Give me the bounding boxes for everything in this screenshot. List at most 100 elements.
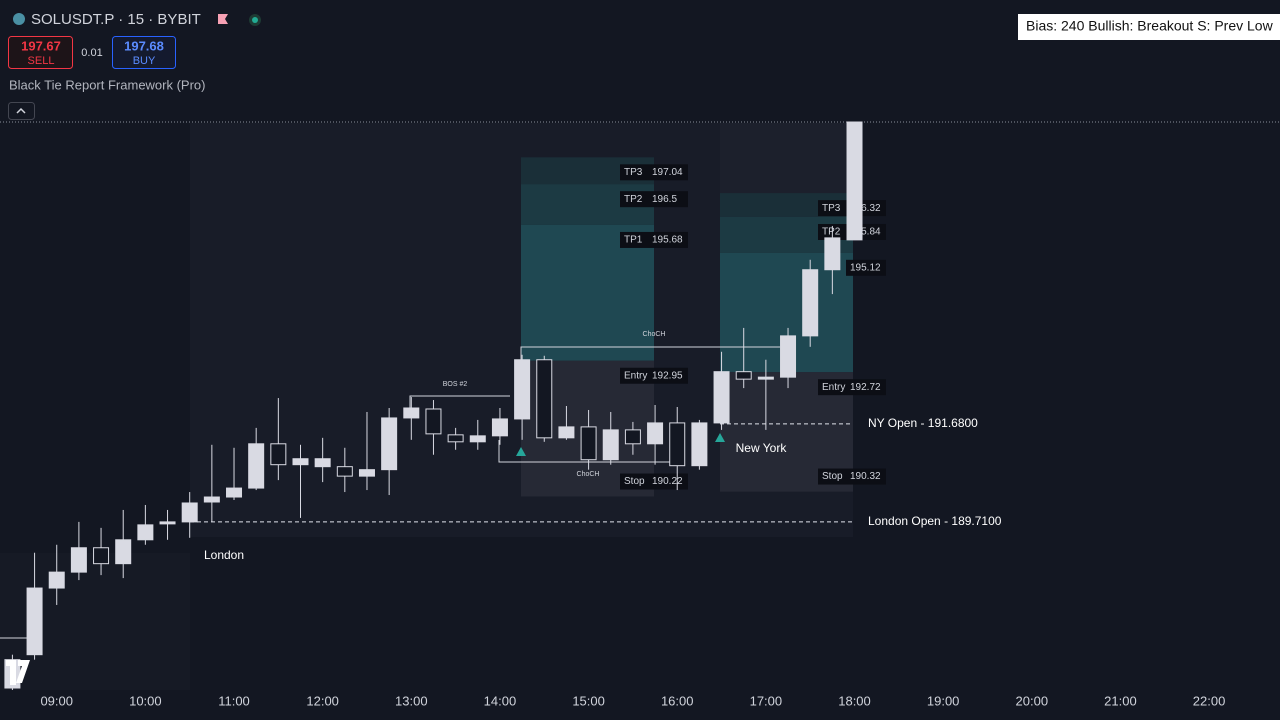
x-tick-label: 10:00 bbox=[129, 693, 162, 708]
level-value: 192.95 bbox=[652, 370, 683, 381]
level-name: TP3 bbox=[624, 167, 643, 178]
signal-triangle bbox=[516, 447, 526, 456]
x-tick-label: 19:00 bbox=[927, 693, 960, 708]
level-value: 192.72 bbox=[850, 382, 881, 393]
bos-label: BOS #2 bbox=[443, 381, 468, 388]
level-name: Stop bbox=[624, 476, 645, 487]
level-label-box bbox=[620, 473, 688, 490]
candle-body bbox=[691, 422, 708, 467]
candle-body bbox=[181, 502, 198, 523]
candle-body bbox=[780, 335, 797, 378]
candle-body bbox=[580, 426, 597, 461]
level-value: 190.32 bbox=[850, 471, 881, 482]
candle-body bbox=[447, 434, 464, 443]
candle-body bbox=[403, 407, 420, 419]
level-label-box bbox=[620, 191, 688, 208]
buy-button[interactable] bbox=[112, 36, 176, 69]
x-tick-label: 18:00 bbox=[838, 693, 871, 708]
candle-body bbox=[846, 121, 863, 241]
indicator-name[interactable]: Black Tie Report Framework (Pro) bbox=[9, 77, 206, 92]
time-axis: 09:00 10:00 11:00 12:00 13:00 14:00 15:00 16:00… bbox=[0, 690, 1280, 720]
level-label-box bbox=[818, 379, 886, 396]
candle-body bbox=[159, 521, 176, 525]
candle-body bbox=[469, 435, 486, 443]
candle-body bbox=[26, 587, 43, 656]
session-open-label: NY Open - 191.6800 bbox=[868, 416, 978, 430]
symbol-icon[interactable] bbox=[13, 13, 25, 25]
x-tick-label: 17:00 bbox=[750, 693, 783, 708]
candle-body bbox=[647, 422, 664, 445]
candle-body bbox=[558, 426, 575, 439]
choch-line bbox=[498, 440, 676, 463]
logo[interactable] bbox=[6, 660, 30, 685]
session-name: New York bbox=[736, 441, 788, 455]
x-tick-label: 13:00 bbox=[395, 693, 428, 708]
level-label-box bbox=[620, 231, 688, 248]
buy-label: BUY bbox=[133, 55, 156, 67]
level-label-box bbox=[818, 468, 886, 485]
level-value: 195.84 bbox=[850, 227, 881, 238]
candle-body bbox=[203, 496, 220, 503]
lines: BOS #2 ChoCH ChoCH bbox=[0, 121, 1280, 639]
level-name: TP1 bbox=[624, 235, 643, 246]
x-tick-label: 16:00 bbox=[661, 693, 694, 708]
candle-body bbox=[70, 547, 87, 573]
sell-label: SELL bbox=[28, 55, 55, 67]
candle-body bbox=[735, 371, 752, 380]
symbol[interactable]: SOLUSDT.P · 15 · BYBIT bbox=[31, 11, 201, 28]
choch-line bbox=[520, 346, 780, 360]
choch-label: ChoCH bbox=[643, 331, 666, 338]
level-value: 195.12 bbox=[850, 262, 881, 273]
candle-body bbox=[358, 469, 375, 477]
session-open-label: London Open - 189.7100 bbox=[868, 514, 1002, 528]
candle-body bbox=[137, 524, 154, 541]
candle-body bbox=[602, 429, 619, 461]
flag-icon[interactable] bbox=[218, 14, 228, 24]
candle-body bbox=[514, 359, 531, 420]
level-name: TP3 bbox=[822, 203, 841, 214]
level-value: 195.68 bbox=[652, 235, 683, 246]
buy-price: 197.68 bbox=[124, 38, 164, 53]
sell-price: 197.67 bbox=[21, 38, 61, 53]
candle-body bbox=[292, 458, 309, 466]
sell-button[interactable] bbox=[8, 36, 73, 69]
x-tick-label: 11:00 bbox=[218, 693, 250, 708]
level-label-box bbox=[846, 259, 886, 276]
level-value: 190.22 bbox=[652, 476, 683, 487]
x-tick-label: 14:00 bbox=[484, 693, 517, 708]
candles bbox=[4, 121, 863, 690]
status-dot bbox=[252, 17, 258, 23]
candle-body bbox=[381, 417, 398, 471]
spread: 0.01 bbox=[81, 47, 102, 59]
level-value: 196.32 bbox=[850, 203, 881, 214]
level-name: TP2 bbox=[624, 194, 643, 205]
candle-body bbox=[491, 418, 508, 437]
candle-body bbox=[536, 359, 553, 439]
candle-body bbox=[336, 466, 353, 477]
bias-text: Bias: 240 Bullish: Breakout S: Prev Low bbox=[1026, 18, 1274, 34]
candle-body bbox=[824, 237, 841, 271]
x-tick-label: 21:00 bbox=[1104, 693, 1137, 708]
level-name: Entry bbox=[822, 382, 845, 393]
candle-body bbox=[425, 408, 442, 435]
x-tick-label: 22:00 bbox=[1193, 693, 1226, 708]
labels: TP3 197.04 TP2 196.5 TP1 195.68 Entry 192.95 Sto… bbox=[204, 164, 1002, 562]
level-value: 197.04 bbox=[652, 167, 683, 178]
level-name: Stop bbox=[822, 471, 843, 482]
candle-body bbox=[248, 443, 265, 489]
x-tick-label: 20:00 bbox=[1016, 693, 1049, 708]
level-label-box bbox=[620, 164, 688, 181]
candle-body bbox=[93, 547, 110, 565]
bias-box bbox=[1018, 14, 1280, 40]
chevron-icon bbox=[16, 107, 26, 114]
candle-body bbox=[802, 269, 819, 337]
signal-triangle bbox=[715, 433, 725, 442]
candle-body bbox=[624, 429, 641, 445]
candle-body bbox=[226, 487, 243, 498]
collapse-button[interactable] bbox=[8, 102, 35, 120]
candle-body bbox=[314, 458, 331, 468]
axis-strip bbox=[0, 690, 1280, 720]
candle-body bbox=[115, 539, 132, 565]
